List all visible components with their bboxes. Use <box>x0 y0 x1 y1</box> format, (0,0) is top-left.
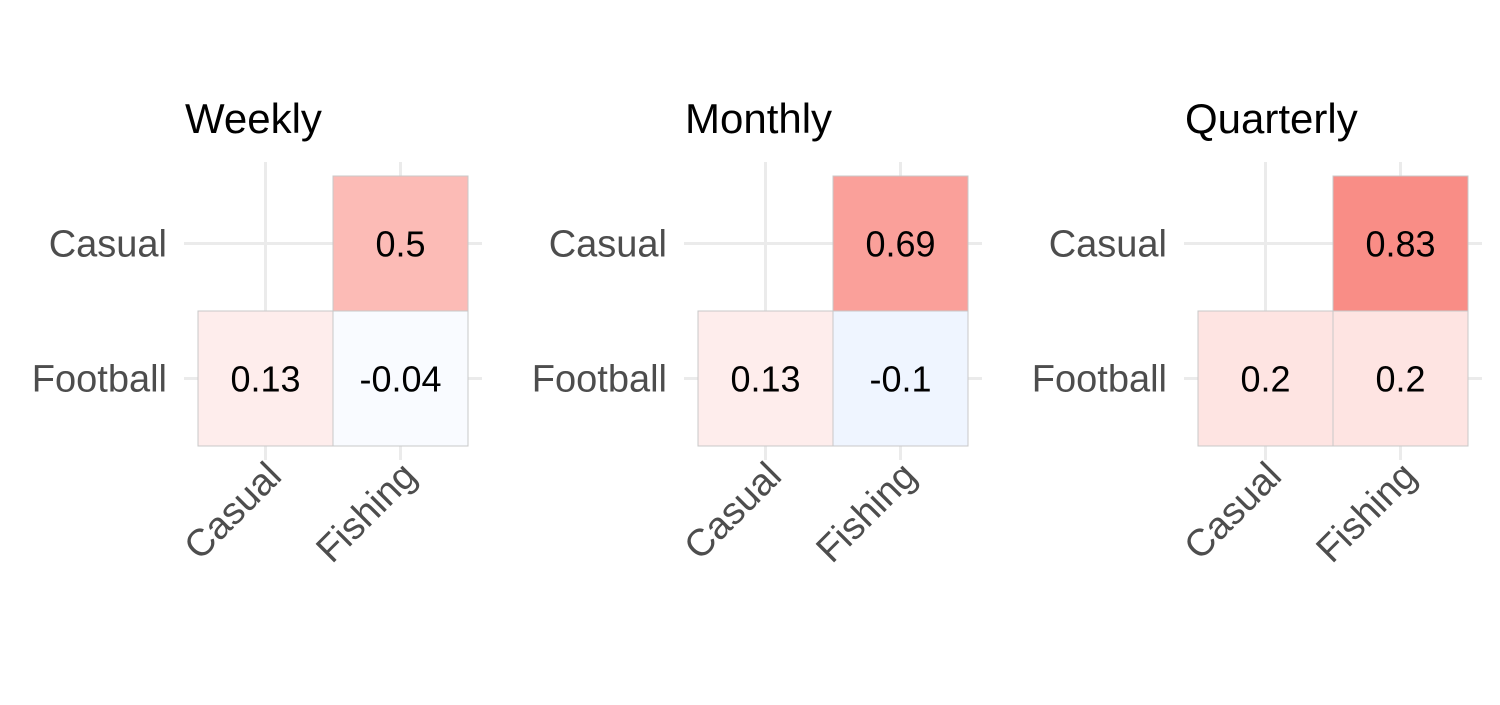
x-tick-label: Fishing <box>309 455 425 571</box>
cell-value-label: 0.69 <box>865 224 935 265</box>
y-tick-label: Casual <box>49 224 167 266</box>
panel-title: Monthly <box>685 95 832 142</box>
x-tick-label: Casual <box>677 455 790 568</box>
x-tick-label: Casual <box>177 455 290 568</box>
heatmap-cell <box>332 310 469 447</box>
panel-title: Quarterly <box>1185 95 1358 142</box>
heatmap-cell <box>1197 310 1334 447</box>
heatmap-cell <box>1332 310 1469 447</box>
cell-value-label: 0.2 <box>1375 359 1425 400</box>
heatmap-cell <box>332 175 469 312</box>
heatmap-cell <box>1332 175 1469 312</box>
cell-value-label: -0.1 <box>869 359 931 400</box>
cell-value-label: 0.2 <box>1240 359 1290 400</box>
y-tick-label: Football <box>532 359 667 401</box>
y-tick-label: Football <box>32 359 167 401</box>
cell-value-label: 0.13 <box>230 359 300 400</box>
cell-value-label: 0.13 <box>730 359 800 400</box>
x-tick-label: Fishing <box>1309 455 1425 571</box>
heatmap-cell <box>832 175 969 312</box>
x-tick-label: Casual <box>1177 455 1290 568</box>
heatmap-cell <box>197 310 334 447</box>
heatmap-cell <box>832 310 969 447</box>
cell-value-label: 0.5 <box>375 224 425 265</box>
x-tick-label: Fishing <box>809 455 925 571</box>
y-tick-label: Football <box>1032 359 1167 401</box>
cell-value-label: 0.83 <box>1365 224 1435 265</box>
y-tick-label: Casual <box>1049 224 1167 266</box>
y-tick-label: Casual <box>549 224 667 266</box>
cell-value-label: -0.04 <box>359 359 441 400</box>
panel-title: Weekly <box>185 95 322 142</box>
